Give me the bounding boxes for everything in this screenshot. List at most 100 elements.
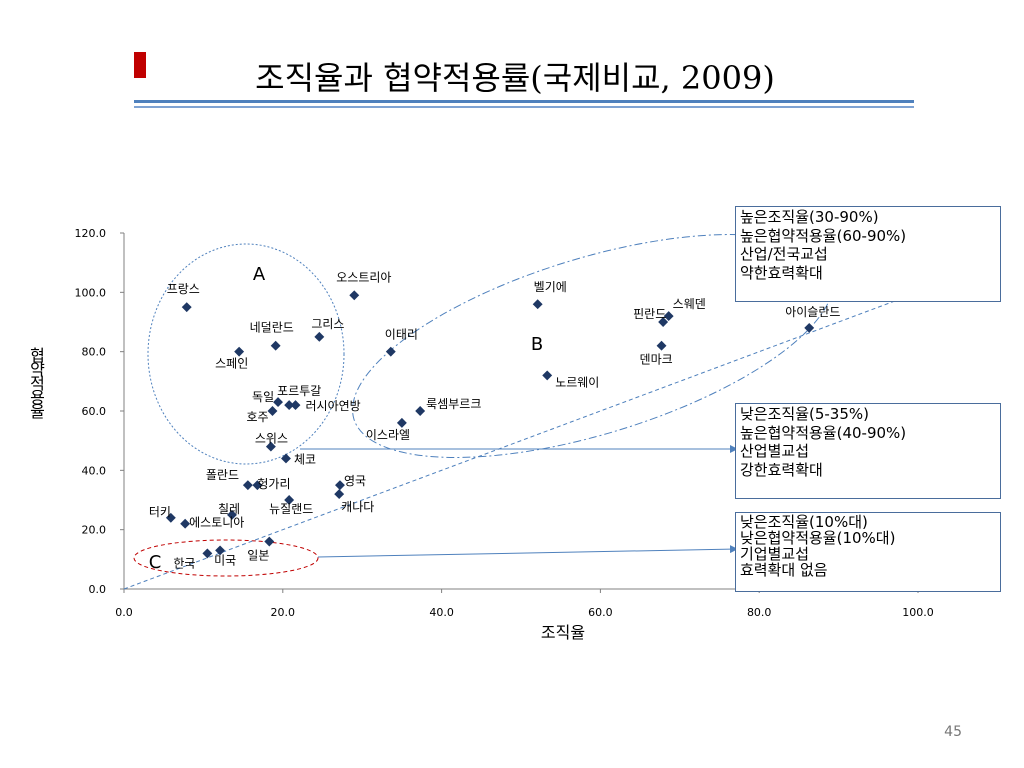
annotation-line: 약한효력확대 [740,263,823,282]
point-label: 덴마크 [640,353,673,367]
point-label: 뉴질랜드 [269,502,313,516]
y-tick-label: 120.0 [75,227,107,240]
data-point [314,331,325,342]
point-label: 한국 [173,556,195,570]
data-point [181,302,192,313]
data-point [215,545,226,556]
data-point [663,311,674,322]
point-label: 포르투갈 [277,384,321,398]
data-point [532,299,543,310]
data-point [242,480,253,491]
group-label-b: B [531,334,543,355]
y-tick-label: 40.0 [82,464,107,477]
annotation-box-a: 낮은조직율(10%대) 낮은협약적용율(10%대) 기업별교섭 효력확대 없음 [735,512,1001,592]
annotation-line: 효력확대 없음 [740,561,828,579]
point-label: 핀란드 [633,307,666,321]
point-label: 일본 [247,549,269,563]
x-tick-label: 80.0 [747,606,772,619]
x-tick-label: 100.0 [902,606,934,619]
point-label: 에스토니아 [189,516,244,530]
data-point [334,489,345,500]
data-point [234,346,245,357]
group-b-ellipse [147,243,345,465]
data-point [265,441,276,452]
data-point [658,317,669,327]
x-tick-label: 40.0 [429,606,454,619]
point-label: 아이슬란드 [785,305,840,319]
data-point [267,406,278,416]
annotation-line: 산업/전국교섭 [740,245,828,263]
data-point [349,290,360,301]
point-label: 터키 [149,505,171,519]
data-point [542,370,553,381]
y-tick-label: 20.0 [82,524,107,537]
annotation-line: 높은협약적용율(40-90%) [740,423,907,442]
data-point [202,548,213,559]
point-label: 스웨덴 [673,297,706,311]
point-label: 프랑스 [167,282,200,296]
annotation-line: 산업별교섭 [740,442,810,460]
annotation-box-b: 낮은조직율(5-35%) 높은협약적용율(40-90%) 산업별교섭 강한효력확… [735,403,1001,499]
data-point [415,406,426,416]
y-tick-label: 0.0 [89,583,107,596]
data-point [180,518,191,529]
point-label: 폴란드 [206,468,239,482]
y-axis-title: 협약적용율 [27,347,46,419]
point-label: 미국 [214,553,236,567]
arrow-to-box-a [317,545,738,558]
point-label: 이스라엘 [366,428,410,442]
data-point [396,417,407,428]
x-tick-label: 60.0 [588,606,613,619]
point-label: 독일 [252,390,274,404]
point-label: 노르웨이 [555,375,599,389]
title-marker [134,52,146,78]
y-tick-label: 80.0 [82,346,107,359]
point-label: 벨기에 [534,280,567,294]
point-label: 호주 [246,410,268,424]
title-underline [134,100,914,103]
x-axis-title: 조직율 [541,623,585,642]
title-underline-thin [134,106,914,108]
group-label-c: C [149,552,162,573]
data-point [264,536,275,547]
data-point [335,480,345,491]
point-label: 스페인 [215,357,248,371]
data-point [804,322,815,333]
point-label: 그리스 [311,317,344,331]
annotation-line: 높은협약적용율(60-90%) [740,226,907,245]
point-label: 체코 [294,452,316,466]
slide-title: 조직율과 협약적용률(국제비교, 2009) [255,59,775,97]
point-label: 캐나다 [341,500,374,514]
data-point [385,346,396,357]
annotation-line: 낮은조직율(10%대) [740,513,868,531]
page-number: 45 [944,724,962,740]
group-label-a: A [253,264,266,285]
data-point [270,340,281,351]
annotation-line: 기업별교섭 [740,545,810,563]
group-a-ellipse [133,539,319,577]
data-point [290,400,301,411]
point-label: 오스트리아 [336,270,391,284]
x-tick-label: 0.0 [115,606,133,619]
data-point [284,495,295,505]
x-tick-label: 20.0 [271,606,296,619]
point-label: 스위스 [255,432,288,446]
point-label: 헝가리 [257,477,290,491]
point-label: 칠레 [218,502,240,516]
point-label: 룩셈부르크 [426,397,481,411]
y-tick-label: 60.0 [82,405,107,418]
point-label: 영국 [344,474,366,488]
point-label: 이태리 [385,328,418,342]
annotation-line: 낮은조직율(5-35%) [740,405,870,423]
data-point [252,480,263,491]
point-label: 러시아연방 [306,399,361,413]
y-tick-label: 100.0 [75,286,107,299]
data-point [165,512,176,523]
data-point [273,397,283,408]
point-label: 네덜란드 [250,321,294,335]
annotation-line: 낮은협약적용율(10%대) [740,529,896,547]
data-point [284,400,295,411]
data-point [281,453,291,464]
data-point [656,340,667,351]
